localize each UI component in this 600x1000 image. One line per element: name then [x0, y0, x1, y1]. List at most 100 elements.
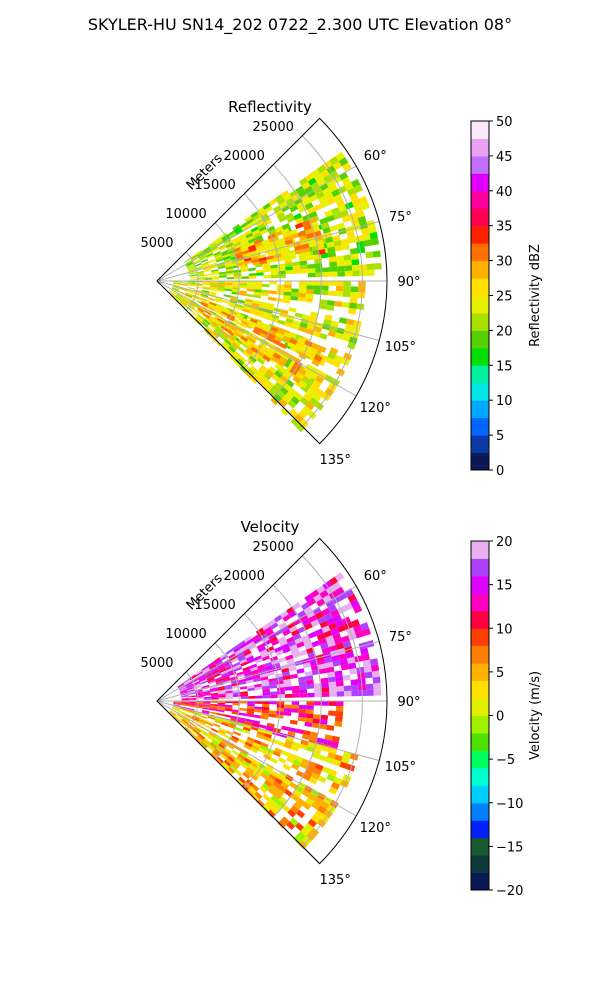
data-cell	[251, 794, 260, 803]
data-cell	[308, 776, 318, 785]
data-cell	[200, 741, 208, 749]
data-cell	[197, 251, 205, 258]
data-cell	[187, 724, 194, 730]
data-cell	[183, 717, 191, 722]
data-cell	[223, 238, 232, 245]
data-cell	[214, 299, 222, 304]
data-cell	[270, 806, 279, 815]
data-cell	[232, 283, 240, 286]
data-cell	[202, 287, 210, 290]
data-cell	[210, 283, 218, 287]
data-cell	[240, 645, 249, 652]
data-cell	[236, 358, 245, 366]
data-cell	[227, 335, 236, 342]
data-cell	[190, 731, 197, 738]
data-cell	[296, 641, 305, 649]
data-cell	[231, 236, 239, 243]
data-cell	[265, 380, 275, 389]
data-cell	[204, 671, 212, 677]
data-cell	[259, 332, 268, 339]
data-cell	[292, 789, 302, 798]
data-cell	[231, 291, 240, 295]
data-cell	[327, 752, 336, 760]
data-cell	[258, 667, 267, 673]
data-cell	[362, 659, 371, 667]
data-cell	[254, 216, 263, 224]
data-cell	[270, 396, 279, 406]
data-cell	[188, 697, 197, 700]
colorbar-swatch	[471, 645, 489, 664]
data-cell	[282, 671, 291, 677]
data-cell	[208, 292, 217, 297]
data-cell	[253, 714, 262, 719]
data-cell	[209, 708, 218, 712]
data-cell	[262, 793, 271, 802]
data-cell	[317, 658, 326, 665]
data-cell	[283, 193, 292, 202]
data-cell	[246, 766, 255, 774]
data-cell	[271, 373, 280, 382]
data-cell	[254, 242, 263, 248]
data-cell	[335, 285, 344, 292]
data-cell	[336, 691, 345, 697]
data-cell	[263, 315, 272, 321]
data-cell	[292, 261, 300, 267]
radial-tick-label: 5000	[140, 236, 173, 251]
theta-tick-label: 75°	[389, 630, 412, 645]
data-cell	[325, 661, 334, 669]
data-cell	[195, 283, 203, 285]
data-cell	[254, 686, 263, 691]
colorbar-swatch	[471, 663, 489, 682]
data-cell	[314, 173, 324, 182]
data-cell	[223, 257, 232, 262]
data-cell	[284, 281, 292, 285]
data-cell	[302, 198, 312, 206]
data-cell	[280, 367, 290, 376]
data-cell	[232, 285, 240, 288]
data-cell	[282, 335, 291, 342]
data-cell	[263, 733, 272, 739]
data-cell	[187, 264, 195, 269]
data-cell	[289, 229, 298, 236]
data-cell	[188, 694, 197, 697]
data-cell	[204, 737, 212, 744]
data-cell	[211, 740, 219, 747]
data-cell	[226, 347, 234, 356]
data-cell	[217, 286, 225, 289]
data-cell	[179, 288, 187, 292]
data-cell	[330, 609, 340, 618]
data-cell	[225, 757, 233, 765]
colorbar-tick-label: 40	[496, 185, 513, 200]
data-cell	[175, 714, 183, 720]
data-cell	[210, 282, 218, 285]
colorbar-swatch	[471, 243, 489, 262]
data-cell	[277, 329, 286, 336]
data-cell	[259, 260, 268, 265]
data-cell	[224, 288, 233, 292]
data-cell	[261, 712, 269, 717]
data-cell	[305, 401, 315, 411]
data-cell	[262, 688, 270, 693]
data-cell	[233, 664, 242, 670]
colorbar-swatch	[471, 837, 489, 856]
data-cell	[373, 262, 382, 270]
data-cell	[172, 706, 180, 711]
data-cell	[306, 206, 316, 215]
data-cell	[350, 286, 359, 293]
data-cell	[235, 228, 243, 235]
data-cell	[237, 717, 246, 722]
data-cell	[176, 294, 183, 299]
data-cell	[320, 290, 329, 296]
data-cell	[319, 299, 328, 305]
data-cell	[282, 777, 292, 786]
data-cell	[250, 346, 259, 354]
data-cell	[247, 658, 256, 664]
data-cell	[201, 321, 208, 328]
data-cell	[294, 755, 304, 763]
data-cell	[229, 301, 237, 307]
data-cell	[321, 701, 329, 706]
data-cell	[180, 693, 189, 696]
data-cell	[220, 672, 229, 677]
data-cell	[202, 690, 211, 694]
